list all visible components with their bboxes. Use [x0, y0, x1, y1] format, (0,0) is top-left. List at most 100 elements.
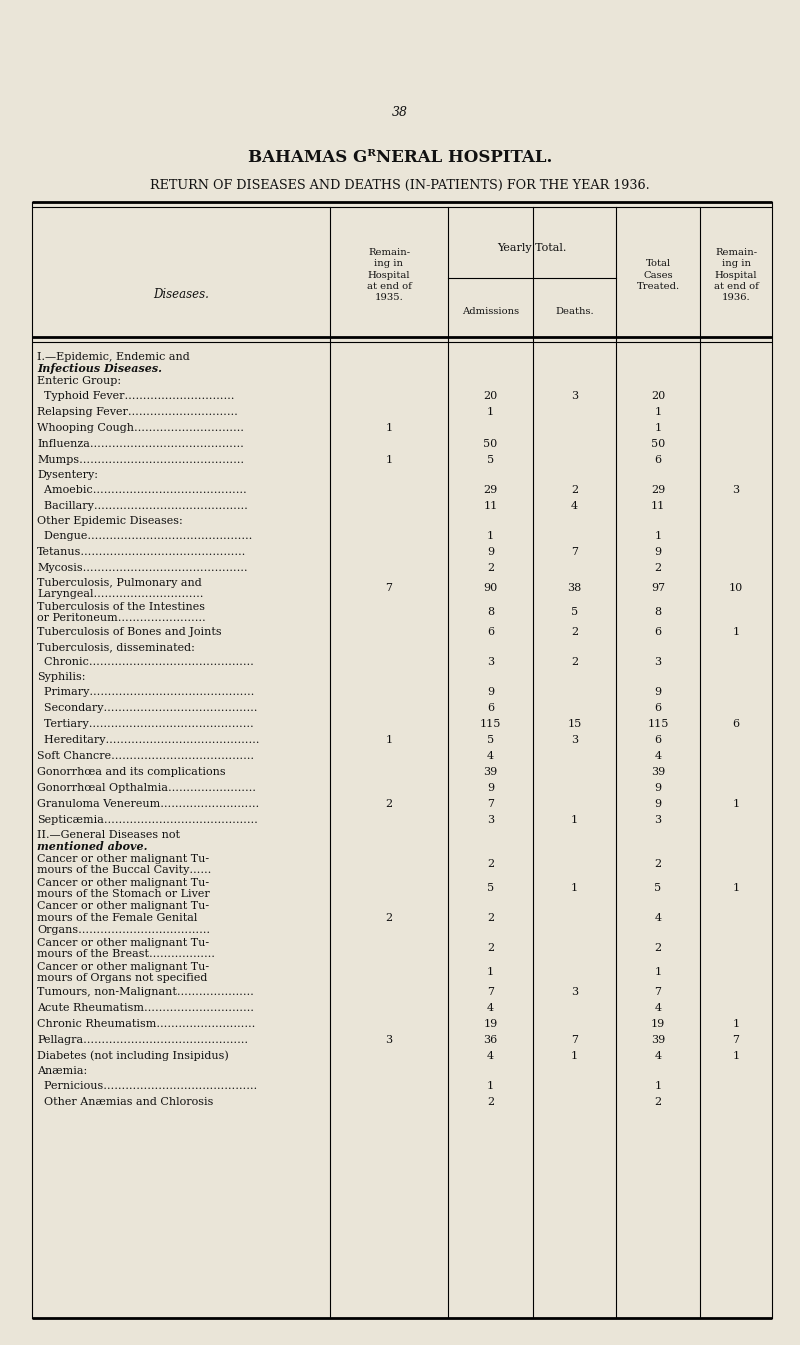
Text: 36: 36	[483, 1036, 498, 1045]
Text: 15: 15	[567, 720, 582, 729]
Text: 3: 3	[654, 815, 662, 824]
Text: Diabetes (not including Insipidus): Diabetes (not including Insipidus)	[37, 1050, 229, 1061]
Text: 1: 1	[733, 1050, 739, 1061]
Text: 2: 2	[487, 1098, 494, 1107]
Text: Tertiary………………………………………: Tertiary………………………………………	[37, 720, 254, 729]
Text: Mumps………………………………………: Mumps………………………………………	[37, 455, 244, 465]
Text: 1: 1	[571, 1050, 578, 1061]
Text: 2: 2	[571, 486, 578, 495]
Text: 2: 2	[571, 627, 578, 638]
Text: 1: 1	[571, 815, 578, 824]
Text: 39: 39	[483, 767, 498, 777]
Text: 9: 9	[487, 687, 494, 697]
Text: mentioned above.: mentioned above.	[37, 841, 147, 851]
Text: 19: 19	[651, 1020, 665, 1029]
Text: 1: 1	[487, 967, 494, 976]
Text: 4: 4	[487, 751, 494, 761]
Text: 29: 29	[483, 486, 498, 495]
Text: 2: 2	[487, 859, 494, 869]
Text: Influenza……………………………………: Influenza……………………………………	[37, 438, 244, 449]
Text: 50: 50	[651, 438, 665, 449]
Text: 7: 7	[733, 1036, 739, 1045]
Text: 3: 3	[654, 656, 662, 667]
Text: or Peritoneum……………………: or Peritoneum……………………	[37, 613, 206, 623]
Text: 39: 39	[651, 767, 665, 777]
Text: 6: 6	[487, 627, 494, 638]
Text: Other Anæmias and Chlorosis: Other Anæmias and Chlorosis	[37, 1098, 214, 1107]
Text: 4: 4	[654, 1003, 662, 1013]
Text: 10: 10	[729, 582, 743, 593]
Text: Gonorrhœal Opthalmia……………………: Gonorrhœal Opthalmia……………………	[37, 783, 256, 794]
Text: 38: 38	[392, 105, 408, 118]
Text: Cancer or other malignant Tu-: Cancer or other malignant Tu-	[37, 962, 209, 971]
Text: 2: 2	[654, 943, 662, 954]
Text: 1: 1	[733, 627, 739, 638]
Text: 9: 9	[654, 799, 662, 808]
Text: 4: 4	[487, 1050, 494, 1061]
Text: 2: 2	[654, 1098, 662, 1107]
Text: Dengue………………………………………: Dengue………………………………………	[37, 531, 252, 541]
Text: 4: 4	[571, 500, 578, 511]
Text: 4: 4	[654, 913, 662, 923]
Text: 6: 6	[654, 734, 662, 745]
Text: 2: 2	[571, 656, 578, 667]
Text: 5: 5	[487, 734, 494, 745]
Text: 7: 7	[487, 987, 494, 997]
Text: 11: 11	[483, 500, 498, 511]
Text: 3: 3	[571, 734, 578, 745]
Text: mours of the Breast………………: mours of the Breast………………	[37, 950, 215, 959]
Text: 1: 1	[654, 408, 662, 417]
Text: II.—General Diseases not: II.—General Diseases not	[37, 830, 180, 839]
Text: Cancer or other malignant Tu-: Cancer or other malignant Tu-	[37, 937, 209, 948]
Text: 3: 3	[386, 1036, 393, 1045]
Text: 38: 38	[567, 582, 582, 593]
Text: 7: 7	[654, 987, 662, 997]
Text: Gonorrhœa and its complications: Gonorrhœa and its complications	[37, 767, 226, 777]
Text: Typhoid Fever…………………………: Typhoid Fever…………………………	[37, 391, 234, 401]
Text: Tuberculosis, Pulmonary and: Tuberculosis, Pulmonary and	[37, 578, 202, 588]
Text: 1: 1	[386, 422, 393, 433]
Text: 9: 9	[654, 687, 662, 697]
Text: mours of the Female Genital: mours of the Female Genital	[37, 913, 198, 923]
Text: 2: 2	[487, 913, 494, 923]
Text: Cancer or other malignant Tu-: Cancer or other malignant Tu-	[37, 854, 209, 863]
Text: 2: 2	[386, 913, 393, 923]
Text: 1: 1	[386, 455, 393, 465]
Text: 1: 1	[654, 422, 662, 433]
Text: 3: 3	[733, 486, 739, 495]
Text: 1: 1	[654, 967, 662, 976]
Text: 29: 29	[651, 486, 665, 495]
Text: I.—Epidemic, Endemic and: I.—Epidemic, Endemic and	[37, 352, 190, 362]
Text: 6: 6	[654, 627, 662, 638]
Text: 5: 5	[571, 607, 578, 617]
Text: 1: 1	[733, 1020, 739, 1029]
Text: 5: 5	[487, 884, 494, 893]
Text: 2: 2	[487, 943, 494, 954]
Text: Whooping Cough…………………………: Whooping Cough…………………………	[37, 422, 244, 433]
Text: 1: 1	[487, 408, 494, 417]
Text: Mycosis………………………………………: Mycosis………………………………………	[37, 564, 248, 573]
Text: Other Epidemic Diseases:: Other Epidemic Diseases:	[37, 516, 182, 526]
Text: Granuloma Venereum………………………: Granuloma Venereum………………………	[37, 799, 259, 808]
Text: 7: 7	[571, 547, 578, 557]
Text: Relapsing Fever…………………………: Relapsing Fever…………………………	[37, 408, 238, 417]
Text: mours of the Stomach or Liver: mours of the Stomach or Liver	[37, 889, 210, 898]
Text: 3: 3	[487, 656, 494, 667]
Text: Acute Rheumatism…………………………: Acute Rheumatism…………………………	[37, 1003, 254, 1013]
Text: Tuberculosis of Bones and Joints: Tuberculosis of Bones and Joints	[37, 627, 222, 638]
Text: 97: 97	[651, 582, 665, 593]
Text: 1: 1	[386, 734, 393, 745]
Text: Tetanus………………………………………: Tetanus………………………………………	[37, 547, 246, 557]
Text: Total
Cases
Treated.: Total Cases Treated.	[637, 260, 679, 291]
Text: Syphilis:: Syphilis:	[37, 672, 86, 682]
Text: 7: 7	[571, 1036, 578, 1045]
Text: 11: 11	[651, 500, 665, 511]
Text: 20: 20	[483, 391, 498, 401]
Text: 5: 5	[487, 455, 494, 465]
Text: 115: 115	[480, 720, 501, 729]
Text: 3: 3	[487, 815, 494, 824]
Text: Dysentery:: Dysentery:	[37, 469, 98, 480]
Text: 1: 1	[733, 884, 739, 893]
Text: Enteric Group:: Enteric Group:	[37, 377, 121, 386]
Text: Infectious Diseases.: Infectious Diseases.	[37, 363, 162, 374]
